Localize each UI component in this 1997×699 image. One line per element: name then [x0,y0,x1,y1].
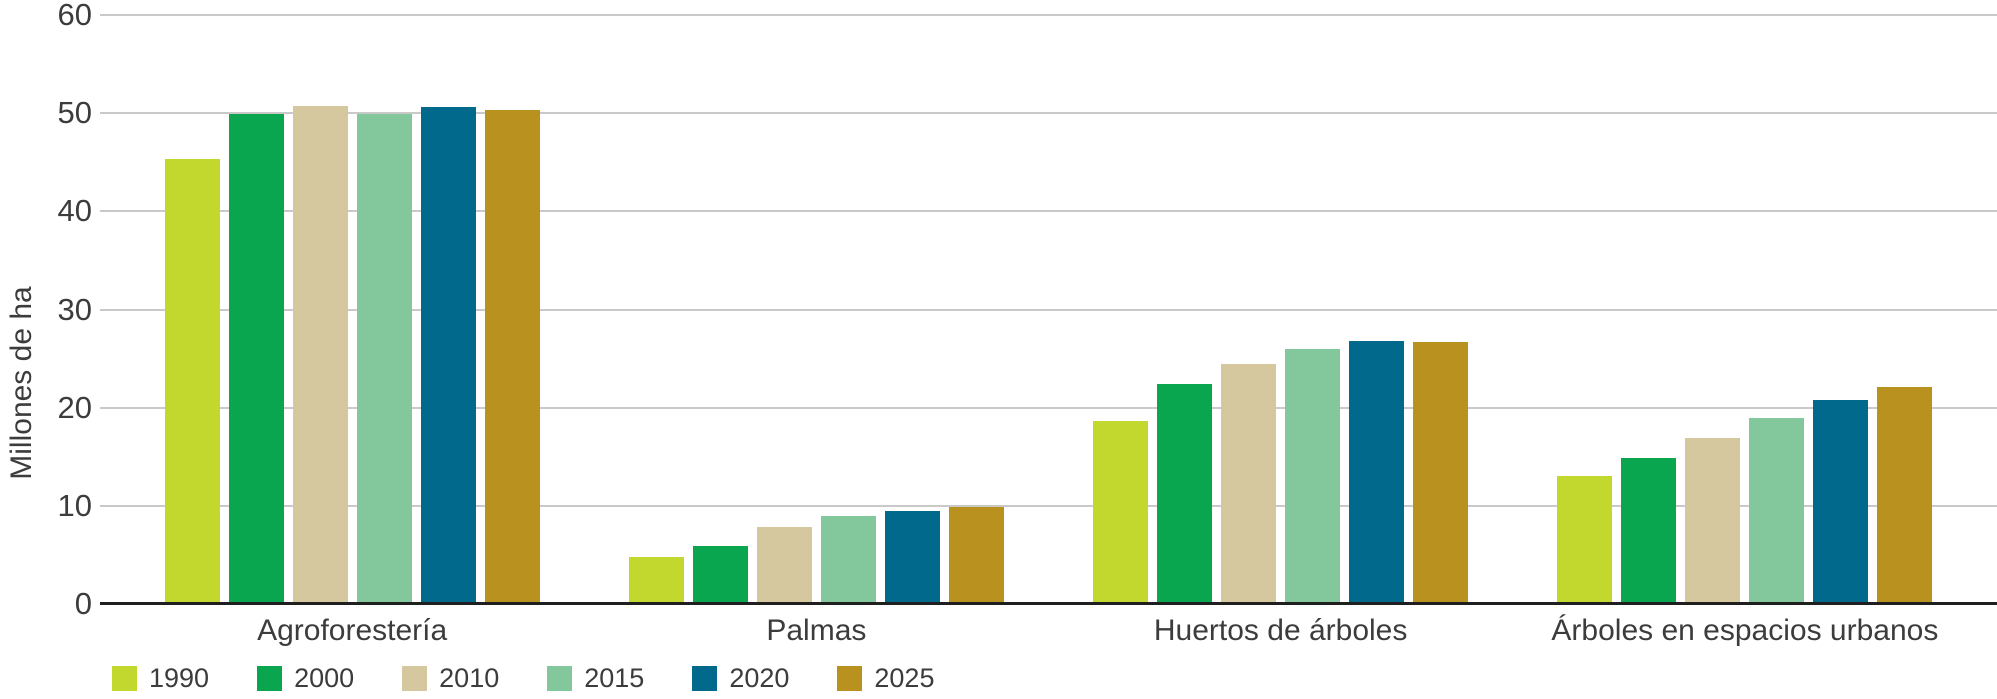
legend-label: 2015 [584,663,645,693]
bar-2000 [228,114,284,604]
bar-group-1 [120,15,584,604]
legend-item-2010: 2010 [402,665,499,692]
legend: 1990 2000 2010 2015 2020 2025 [112,665,934,692]
y-tick-label-20: 20 [57,389,92,425]
gridline-10 [100,504,1997,507]
bar-2000 [1157,384,1213,604]
category-label-1: Agroforestería [257,614,448,647]
legend-item-2020: 2020 [692,665,789,692]
bar-2010 [1221,364,1277,604]
bar-2010 [292,106,348,604]
bar-2000 [1621,457,1677,604]
legend-label: 2020 [729,663,790,693]
bar-group-4 [1513,15,1977,604]
bar-1990 [164,159,220,604]
bar-2020 [884,510,940,604]
y-axis-ticks: 0 10 20 30 40 50 60 [0,0,92,621]
bar-1990 [1093,421,1149,604]
x-axis-line [100,602,1997,605]
gridline-50 [100,112,1997,115]
plot-area [100,14,1997,605]
y-tick-label-10: 10 [57,487,92,523]
bar-1990 [628,556,684,604]
y-tick-label-40: 40 [57,193,92,229]
legend-item-2000: 2000 [257,665,354,692]
legend-item-2025: 2025 [837,665,934,692]
bar-2015 [1749,418,1805,604]
category-label-2: Palmas [766,614,867,647]
y-tick-label-30: 30 [57,291,92,327]
bar-2025 [1413,341,1469,604]
bar-2020 [1349,340,1405,604]
gridline-20 [100,406,1997,409]
gridline-60 [100,14,1997,16]
bar-2025 [1877,387,1933,604]
y-tick-label-50: 50 [57,95,92,131]
bar-2020 [1813,399,1869,604]
legend-swatch-icon [547,666,573,691]
y-tick-label-60: 60 [57,0,92,32]
bar-2010 [756,527,812,604]
legend-label: 1990 [149,663,210,693]
bar-2010 [1685,438,1741,604]
bar-2015 [1285,348,1341,604]
category-label-3: Huertos de árboles [1153,614,1408,647]
legend-swatch-icon [402,666,428,691]
bar-2015 [820,515,876,604]
legend-swatch-icon [257,666,283,691]
legend-swatch-icon [692,666,718,691]
bar-group-2 [584,15,1048,604]
bar-2015 [356,114,412,604]
legend-item-2015: 2015 [547,665,644,692]
bar-2020 [420,107,476,604]
bar-groups-layer [120,15,1977,604]
legend-swatch-icon [112,666,137,691]
bar-2025 [948,506,1004,604]
legend-label: 2010 [439,663,500,693]
legend-label: 2000 [294,663,355,693]
category-labels: Agroforestería Palmas Huertos de árboles Ár… [120,614,1977,648]
category-label-4: Árboles en espacios urbanos [1551,614,1939,647]
gridline-30 [100,308,1997,311]
bar-group-3 [1049,15,1513,604]
y-tick-label-0: 0 [74,586,92,621]
bar-1990 [1557,476,1613,604]
legend-item-1990: 1990 [112,665,209,692]
bar-2000 [692,546,748,604]
legend-swatch-icon [837,666,863,691]
gridline-40 [100,210,1997,213]
legend-label: 2025 [874,663,935,693]
bar-2025 [484,110,540,604]
